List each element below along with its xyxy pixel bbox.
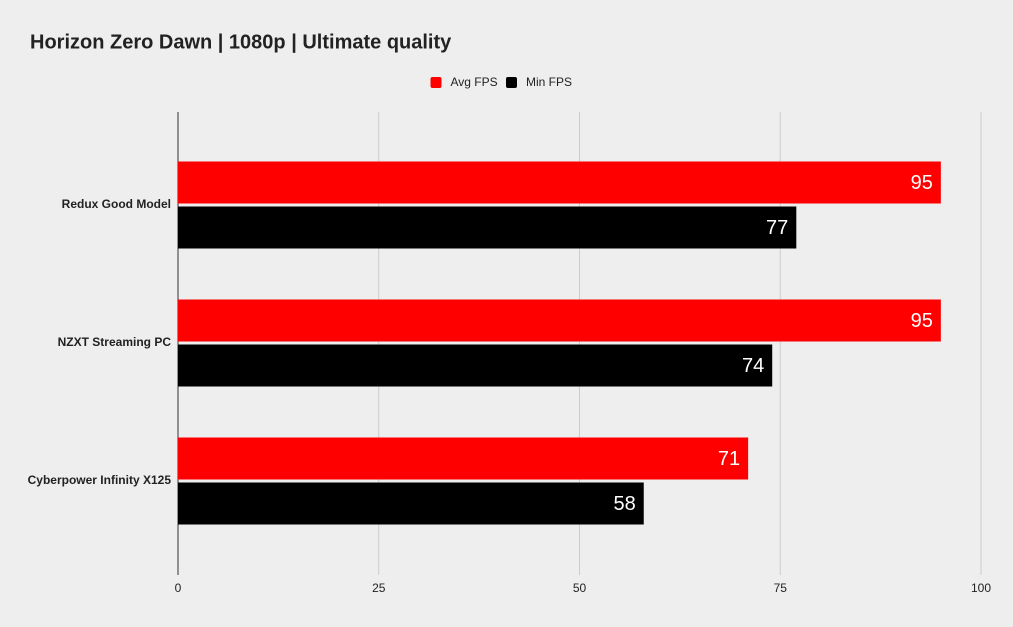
legend-swatch — [506, 77, 517, 88]
value-label: 58 — [613, 493, 635, 515]
bar — [178, 482, 644, 525]
bar — [178, 206, 797, 249]
x-tick-label: 100 — [971, 581, 991, 595]
chart-title: Horizon Zero Dawn | 1080p | Ultimate qua… — [30, 31, 452, 53]
bar — [178, 299, 941, 342]
legend-label: Min FPS — [526, 75, 572, 89]
value-label: 71 — [718, 448, 740, 470]
value-label: 95 — [911, 310, 933, 332]
x-tick-label: 50 — [573, 581, 587, 595]
y-tick-label: NZXT Streaming PC — [58, 335, 172, 349]
x-tick-label: 25 — [372, 581, 386, 595]
value-label: 77 — [766, 217, 788, 239]
x-tick-label: 0 — [175, 581, 182, 595]
legend-label: Avg FPS — [451, 75, 498, 89]
value-label: 95 — [911, 172, 933, 194]
bar — [178, 344, 773, 387]
y-tick-label: Redux Good Model — [62, 197, 171, 211]
bar — [178, 161, 941, 204]
value-label: 74 — [742, 355, 764, 377]
bar — [178, 437, 749, 480]
legend-swatch — [430, 77, 442, 88]
x-tick-label: 75 — [774, 581, 788, 595]
y-tick-label: Cyberpower Infinity X125 — [28, 473, 172, 487]
